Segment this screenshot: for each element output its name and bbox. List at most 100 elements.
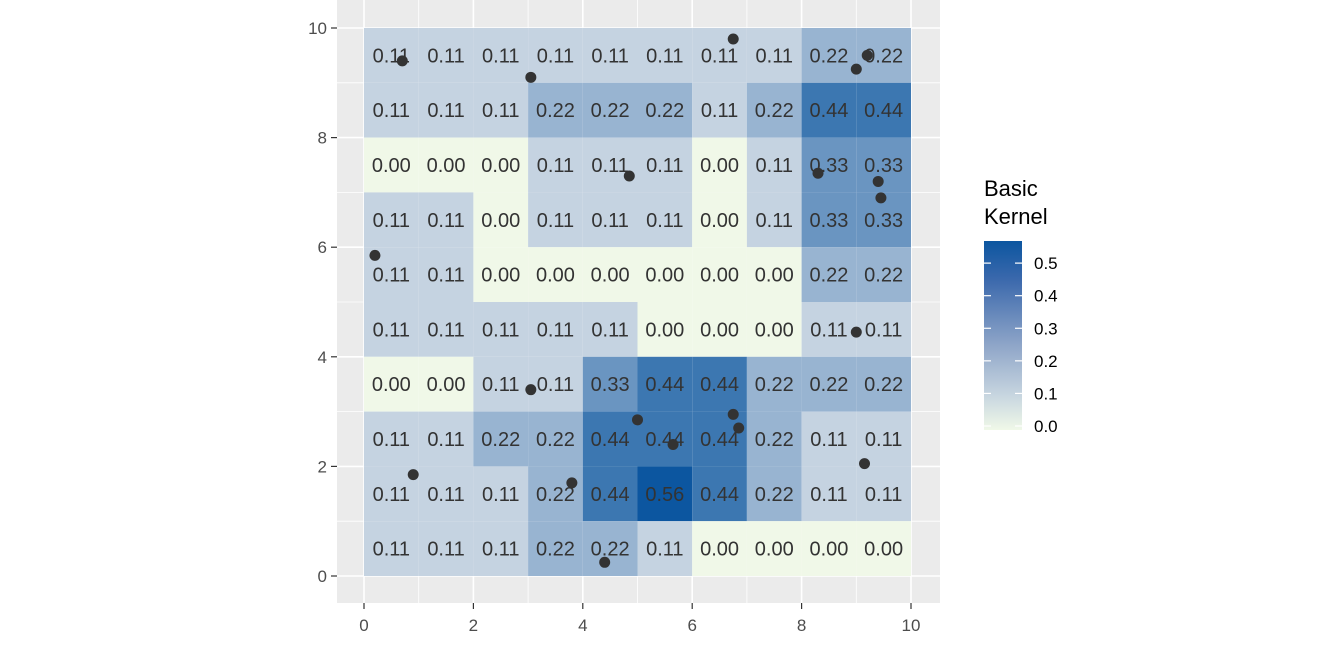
cell-value-label: 0.11 — [591, 210, 628, 232]
cell-value-label: 0.22 — [809, 45, 848, 67]
heat-cell — [364, 302, 419, 357]
cell-value-label: 0.22 — [536, 484, 575, 506]
cell-value-label: 0.22 — [755, 100, 794, 122]
cell-value-label: 0.11 — [537, 210, 574, 232]
cell-value-label: 0.11 — [427, 319, 464, 341]
cell-value-label: 0.00 — [427, 374, 466, 396]
x-tick-label: 2 — [469, 616, 478, 635]
cell-value-label: 0.22 — [809, 374, 848, 396]
heat-cell — [418, 28, 474, 83]
cell-value-label: 0.44 — [809, 100, 848, 122]
heat-cell — [637, 247, 693, 302]
data-point — [727, 33, 739, 45]
heat-cell — [692, 356, 747, 412]
cell-value-label: 0.11 — [537, 319, 574, 341]
data-point — [861, 49, 873, 61]
heat-cell — [364, 28, 419, 83]
heat-cell — [528, 411, 583, 467]
heat-cell — [801, 466, 857, 522]
heat-cell — [364, 82, 419, 138]
data-point — [525, 384, 537, 396]
heat-cell — [746, 28, 802, 83]
data-points — [369, 33, 887, 568]
heat-cell — [418, 247, 474, 302]
cell-value-label: 0.44 — [645, 374, 684, 396]
heat-cell — [637, 411, 693, 467]
cell-value-label: 0.11 — [427, 484, 464, 506]
cell-value-label: 0.00 — [700, 319, 739, 341]
cell-value-label: 0.11 — [373, 265, 410, 287]
data-point — [599, 556, 611, 568]
cell-value-label: 0.11 — [427, 265, 464, 287]
legend-title-line-1: Basic — [984, 176, 1038, 201]
heat-cell — [473, 302, 529, 357]
legend-title-line-2: Kernel — [984, 204, 1048, 229]
data-point — [875, 192, 887, 204]
cell-value-label: 0.00 — [700, 265, 739, 287]
heat-cell — [637, 82, 693, 138]
cell-value-label: 0.56 — [645, 484, 684, 506]
heat-cell — [473, 192, 529, 248]
data-point — [812, 167, 824, 179]
heat-cell — [418, 137, 474, 193]
heat-cell — [582, 137, 638, 193]
cell-value-label: 0.00 — [427, 155, 466, 177]
heat-cell — [418, 82, 474, 138]
cell-value-label: 0.00 — [591, 265, 630, 287]
cell-value-label: 0.11 — [482, 45, 519, 67]
heat-cell — [582, 356, 638, 412]
heat-cell — [746, 247, 802, 302]
cell-value-label: 0.00 — [755, 265, 794, 287]
heat-cell — [856, 356, 911, 412]
legend-tick-label: 0.5 — [1034, 254, 1058, 273]
cell-value-label: 0.00 — [645, 265, 684, 287]
heat-cell — [637, 521, 693, 576]
legend-tick-label: 0.4 — [1034, 287, 1058, 306]
cell-value-label: 0.22 — [536, 429, 575, 451]
x-tick-label: 4 — [578, 616, 587, 635]
cell-value-label: 0.00 — [700, 210, 739, 232]
y-tick-label: 2 — [318, 457, 327, 476]
cell-value-label: 0.22 — [591, 539, 630, 561]
legend-tick-label: 0.1 — [1034, 384, 1058, 403]
legend-ticks: 0.0 0.1 0.2 0.3 0.4 0.5 — [984, 254, 1058, 436]
cell-value-label: 0.11 — [701, 100, 738, 122]
cell-value-label: 0.22 — [755, 429, 794, 451]
cell-value-label: 0.11 — [537, 374, 574, 396]
x-tick-label: 10 — [902, 616, 921, 635]
cell-value-label: 0.11 — [646, 155, 683, 177]
data-point — [632, 414, 643, 426]
heat-cells — [364, 28, 911, 576]
heat-cell — [528, 82, 583, 138]
heat-cell — [692, 192, 747, 248]
legend-tick-label: 0.2 — [1034, 352, 1058, 371]
y-tick-label: 6 — [318, 238, 327, 257]
cell-value-label: 0.11 — [646, 539, 683, 561]
data-point — [396, 55, 408, 67]
cell-value-label: 0.33 — [864, 210, 903, 232]
heat-cell — [528, 28, 583, 83]
cell-value-label: 0.00 — [700, 155, 739, 177]
heat-cell — [637, 137, 693, 193]
cell-value-label: 0.11 — [482, 319, 519, 341]
cell-value-label: 0.11 — [427, 539, 464, 561]
heat-cell — [856, 466, 911, 522]
heat-cell — [528, 137, 583, 193]
data-point — [859, 458, 871, 470]
heat-cell — [582, 192, 638, 248]
heat-cell — [692, 466, 747, 522]
cell-value-label: 0.11 — [646, 210, 683, 232]
data-point — [733, 422, 745, 434]
heat-cell — [856, 137, 911, 193]
heat-cell — [746, 192, 802, 248]
heat-cell — [637, 466, 693, 522]
heat-cell — [801, 137, 857, 193]
heat-cell — [473, 82, 529, 138]
cell-value-label: 0.11 — [373, 539, 410, 561]
heat-cell — [582, 302, 638, 357]
heat-cell — [801, 82, 857, 138]
cell-value-label: 0.11 — [537, 155, 574, 177]
cell-value-label: 0.11 — [482, 539, 519, 561]
heat-cell — [692, 82, 747, 138]
